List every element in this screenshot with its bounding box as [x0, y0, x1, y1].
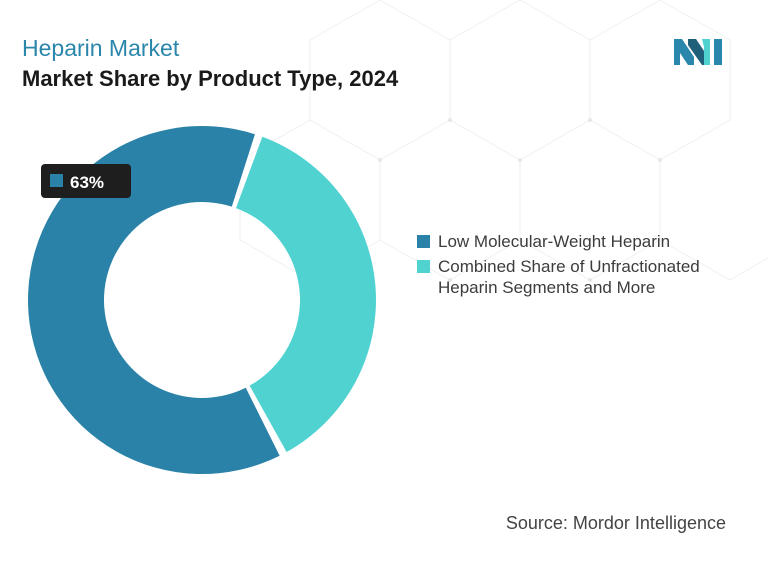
chart-subtitle: Market Share by Product Type, 2024	[22, 66, 399, 91]
legend: Low Molecular-Weight Heparin Combined Sh…	[417, 231, 762, 302]
data-label: 63%	[70, 173, 104, 192]
legend-label: Low Molecular-Weight Heparin	[438, 232, 671, 251]
source-note: Source: Mordor Intelligence	[505, 513, 726, 533]
legend-item: Low Molecular-Weight Heparin	[417, 231, 762, 252]
legend-item: Combined Share of Unfractionated Heparin…	[417, 256, 762, 298]
callout-background	[41, 164, 131, 198]
legend-swatch	[417, 235, 430, 248]
callout-swatch	[50, 174, 63, 187]
legend-label: Combined Share of Unfractionated Heparin…	[438, 257, 700, 297]
chart-title: Heparin Market	[22, 35, 180, 61]
data-label-callout: 63%	[41, 164, 131, 198]
donut-slice	[28, 125, 280, 474]
donut-slice	[235, 136, 376, 453]
mordor-intelligence-logo-icon	[674, 39, 722, 65]
legend-swatch	[417, 260, 430, 273]
